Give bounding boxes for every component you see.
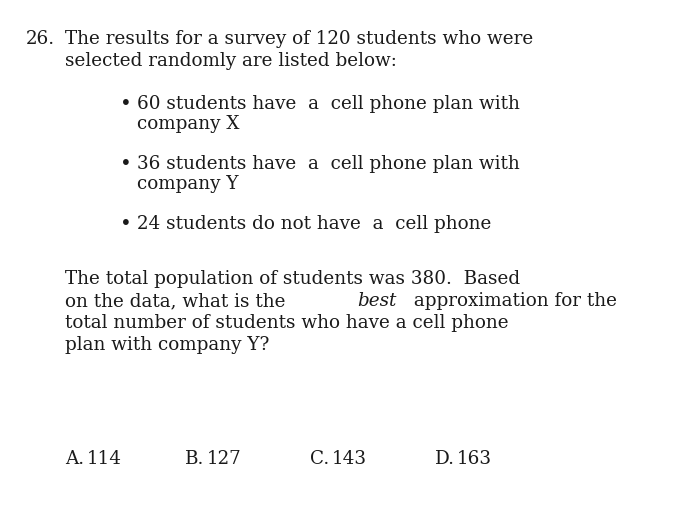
Text: The total population of students was 380.  Based: The total population of students was 380… <box>65 270 520 288</box>
Text: D.: D. <box>435 450 455 468</box>
Text: •: • <box>120 155 132 174</box>
Text: 60 students have  a  cell phone plan with: 60 students have a cell phone plan with <box>137 95 520 113</box>
Text: approximation for the: approximation for the <box>408 292 617 310</box>
Text: B.: B. <box>185 450 205 468</box>
Text: 127: 127 <box>207 450 242 468</box>
Text: •: • <box>120 215 132 234</box>
Text: C.: C. <box>310 450 329 468</box>
Text: on the data, what is the: on the data, what is the <box>65 292 292 310</box>
Text: company Y: company Y <box>137 175 238 193</box>
Text: total number of students who have a cell phone: total number of students who have a cell… <box>65 314 509 332</box>
Text: The results for a survey of 120 students who were: The results for a survey of 120 students… <box>65 30 533 48</box>
Text: A.: A. <box>65 450 84 468</box>
Text: 24 students do not have  a  cell phone: 24 students do not have a cell phone <box>137 215 491 233</box>
Text: company X: company X <box>137 115 240 133</box>
Text: 36 students have  a  cell phone plan with: 36 students have a cell phone plan with <box>137 155 520 173</box>
Text: plan with company Y?: plan with company Y? <box>65 336 269 354</box>
Text: best: best <box>357 292 396 310</box>
Text: selected randomly are listed below:: selected randomly are listed below: <box>65 52 397 70</box>
Text: 114: 114 <box>87 450 122 468</box>
Text: •: • <box>120 95 132 114</box>
Text: 26.: 26. <box>26 30 55 48</box>
Text: 143: 143 <box>332 450 367 468</box>
Text: 163: 163 <box>457 450 492 468</box>
